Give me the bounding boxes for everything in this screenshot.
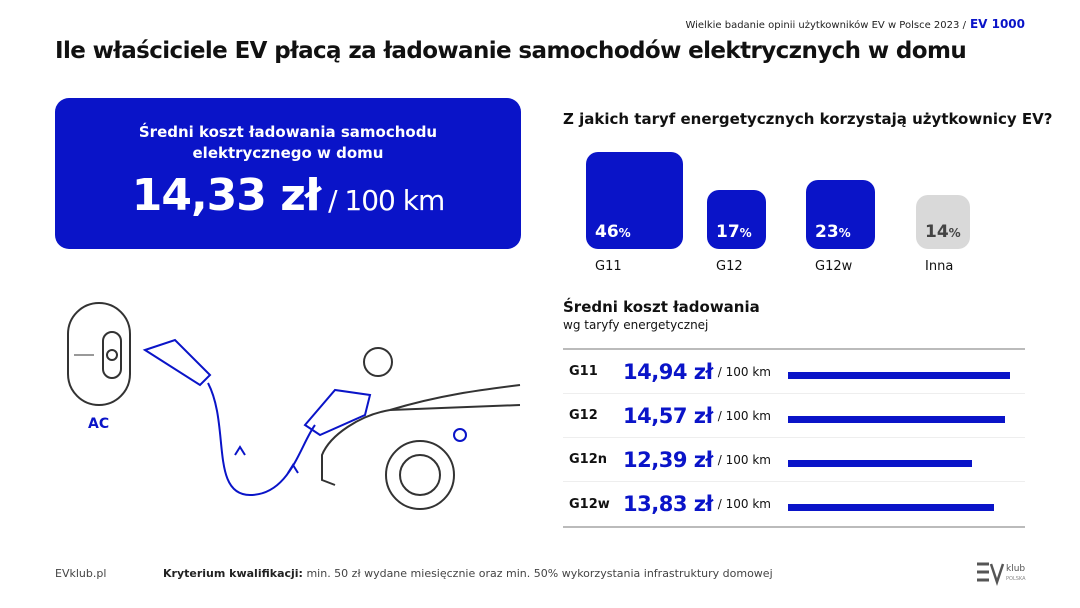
- cost-value: 13,83 zł: [623, 492, 713, 516]
- cost-bar: [788, 504, 994, 511]
- ev-charging-illustration: [67, 302, 521, 510]
- criteria-label: Kryterium kwalifikacji:: [163, 567, 303, 580]
- average-cost-card: Średni koszt ładowania samochodu elektryc…: [55, 98, 521, 249]
- tariff-box-g12w: 23%: [806, 180, 875, 249]
- cost-row: G12 14,57 zł / 100 km: [563, 394, 1025, 438]
- tariff-box-g11: 46%: [586, 152, 683, 249]
- evklub-logo: klub POLSKA: [977, 562, 1026, 586]
- cost-unit: / 100 km: [717, 364, 771, 379]
- cost-bar: [788, 460, 972, 467]
- cost-row: G12n 12,39 zł / 100 km: [563, 438, 1025, 482]
- cost-bar: [788, 372, 1010, 379]
- svg-text:klub: klub: [1006, 564, 1025, 574]
- costs-table: G11 14,94 zł/ 100 km G12 14,57 zł/ 100 km G1…: [563, 348, 1025, 528]
- tariff-label: G11: [595, 259, 622, 274]
- tariff-box-inna: 14%: [916, 195, 970, 249]
- footer-site: EVklub.pl: [55, 567, 107, 580]
- cost-unit: / 100 km: [717, 452, 771, 467]
- cost-tariff: G12n: [569, 452, 608, 467]
- survey-header: Wielkie badanie opinii użytkowników EV w…: [685, 17, 1025, 31]
- svg-text:POLSKA: POLSKA: [1006, 576, 1026, 582]
- ac-label: AC: [88, 416, 110, 432]
- tariff-percent: 46%: [595, 222, 631, 242]
- average-cost-unit: / 100 km: [320, 184, 445, 217]
- cost-row: G12w 13,83 zł / 100 km: [563, 482, 1025, 526]
- costs-title: Średni koszt ładowania: [563, 298, 760, 316]
- cost-value: 14,94 zł: [623, 359, 713, 384]
- criteria-text: min. 50 zł wydane miesięcznie oraz min. …: [302, 567, 773, 580]
- cost-value: 14,57 zł: [623, 403, 713, 428]
- card-subtitle: Średni koszt ładowania samochodu: [138, 123, 438, 141]
- wallbox-icon: [67, 302, 131, 406]
- cost-bar: [788, 416, 1005, 423]
- tariff-percent: 17%: [716, 222, 752, 242]
- separator: /: [962, 20, 966, 31]
- tariff-box-g12: 17%: [707, 190, 766, 249]
- tariff-percent: 14%: [925, 222, 961, 242]
- cost-unit: / 100 km: [717, 497, 771, 511]
- card-subtitle-2: elektrycznego w domu: [192, 144, 384, 162]
- cost-tariff: G11: [569, 364, 598, 379]
- tariff-label: G12w: [815, 259, 853, 274]
- tariff-label: Inna: [925, 259, 954, 274]
- tariff-percent: 23%: [815, 222, 851, 242]
- cost-value: 12,39 zł: [623, 447, 713, 472]
- average-cost-value: 14,33 zł: [131, 170, 321, 221]
- tariffs-question: Z jakich taryf energetycznych korzystają…: [563, 110, 1053, 128]
- brand-label: EV 1000: [969, 17, 1025, 31]
- costs-subtitle: wg taryfy energetycznej: [563, 318, 709, 332]
- footer-criteria: Kryterium kwalifikacji: min. 50 zł wydan…: [163, 567, 773, 580]
- survey-name: Wielkie badanie opinii użytkowników EV w…: [685, 20, 960, 31]
- cost-row: G11 14,94 zł / 100 km: [563, 350, 1025, 394]
- cost-tariff: G12: [569, 408, 598, 423]
- cost-unit: / 100 km: [717, 408, 771, 423]
- cost-tariff: G12w: [569, 496, 610, 512]
- tariff-label: G12: [716, 259, 743, 274]
- page-title: Ile właściciele EV płacą za ładowanie sa…: [55, 38, 967, 64]
